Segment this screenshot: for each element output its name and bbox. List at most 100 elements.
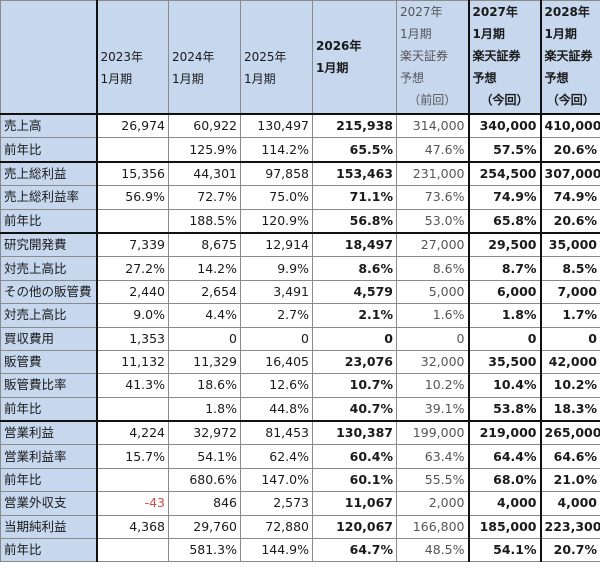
cell: 0 <box>467 326 541 351</box>
cell: 40.7% <box>312 396 397 422</box>
cell: 8.6% <box>396 256 469 281</box>
cell: 20.7% <box>539 538 600 563</box>
cell: 12.6% <box>240 373 313 398</box>
table-row-operating-income: 営業利益 4,224 32,972 81,453 130,387 199,000… <box>0 420 600 446</box>
cell: 55.5% <box>396 467 469 493</box>
cell: 199,000 <box>396 420 469 446</box>
table-row-sga: 販管費 11,132 11,329 16,405 23,076 32,000 3… <box>0 349 600 375</box>
cell: 42,000 <box>539 349 600 375</box>
cell: 114.2% <box>240 137 313 163</box>
cell: 10.4% <box>467 373 541 398</box>
cell: 75.0% <box>240 185 313 210</box>
cell: 1,353 <box>95 326 169 351</box>
cell: 29,760 <box>168 514 241 540</box>
table-row-net-income-yoy: 前年比 581.3% 144.9% 64.7% 48.5% 54.1% 20.7… <box>0 538 600 563</box>
cell: 64.6% <box>539 444 600 469</box>
cell: 1.8% <box>168 396 241 422</box>
cell: 27.2% <box>95 256 169 281</box>
cell: 12,914 <box>240 231 313 258</box>
cell: 11,329 <box>168 349 241 375</box>
row-label: 前年比 <box>0 396 97 422</box>
table-row-sga-yoy: 前年比 1.8% 44.8% 40.7% 39.1% 53.8% 18.3% <box>0 396 600 422</box>
cell: 2.1% <box>312 303 397 328</box>
cell: 73.6% <box>396 185 469 210</box>
cell: 32,972 <box>168 420 241 446</box>
table-row-operating-margin: 営業利益率 15.7% 54.1% 62.4% 60.4% 63.4% 64.4… <box>0 444 600 469</box>
header-corner <box>0 0 97 115</box>
cell: 14.2% <box>168 256 241 281</box>
cell: 10.2% <box>396 373 469 398</box>
cell: 26,974 <box>95 113 169 139</box>
cell: 35,500 <box>467 349 541 375</box>
cell: 27,000 <box>396 231 469 258</box>
cell: 18.6% <box>168 373 241 398</box>
cell: 72.7% <box>168 185 241 210</box>
cell: 130,387 <box>312 420 397 446</box>
cell: 47.6% <box>396 137 469 163</box>
cell: 153,463 <box>312 160 397 187</box>
row-label: 前年比 <box>0 538 97 563</box>
cell: 4,000 <box>467 491 541 516</box>
cell: 41.3% <box>95 373 169 398</box>
cell: 581.3% <box>168 538 241 563</box>
cell <box>95 538 169 563</box>
row-label: 研究開発費 <box>0 231 97 258</box>
cell: 2,654 <box>168 279 241 305</box>
cell: 57.5% <box>467 137 541 163</box>
cell: 265,000 <box>539 420 600 446</box>
cell: 144.9% <box>240 538 313 563</box>
cell: 314,000 <box>396 113 469 139</box>
cell: 10.7% <box>312 373 397 398</box>
cell: 6,000 <box>467 279 541 305</box>
cell: 0 <box>539 326 600 351</box>
cell: 72,880 <box>240 514 313 540</box>
table-row-gross-profit-yoy: 前年比 188.5% 120.9% 56.8% 53.0% 65.8% 20.6… <box>0 208 600 234</box>
cell: 16,405 <box>240 349 313 375</box>
cell: 18,497 <box>312 231 397 258</box>
cell: 74.9% <box>539 185 600 210</box>
cell: 54.1% <box>467 538 541 563</box>
cell: 8.6% <box>312 256 397 281</box>
cell: 53.8% <box>467 396 541 422</box>
table-row-gross-profit: 売上総利益 15,356 44,301 97,858 153,463 231,0… <box>0 160 600 187</box>
cell: 0 <box>396 326 469 351</box>
cell: 1.8% <box>467 303 541 328</box>
row-label: その他の販管費 <box>0 279 97 305</box>
cell: 219,000 <box>467 420 541 446</box>
cell: 2,573 <box>240 491 313 516</box>
cell: 1.6% <box>396 303 469 328</box>
cell: 74.9% <box>467 185 541 210</box>
cell: 4,368 <box>95 514 169 540</box>
cell: 8.5% <box>539 256 600 281</box>
cell: 10.2% <box>539 373 600 398</box>
table-row-non-operating-balance: 営業外収支 -43 846 2,573 11,067 2,000 4,000 4… <box>0 491 600 516</box>
cell: 71.1% <box>312 185 397 210</box>
table-row-operating-income-yoy: 前年比 680.6% 147.0% 60.1% 55.5% 68.0% 21.0… <box>0 467 600 493</box>
cell <box>95 208 169 234</box>
cell: 56.9% <box>95 185 169 210</box>
row-label: 営業外収支 <box>0 491 97 516</box>
cell: 15,356 <box>95 160 169 187</box>
cell: 20.6% <box>539 137 600 163</box>
cell: 60.1% <box>312 467 397 493</box>
table-row-sga-ratio: 販管費比率 41.3% 18.6% 12.6% 10.7% 10.2% 10.4… <box>0 373 600 398</box>
row-label: 買収費用 <box>0 326 97 351</box>
cell: 185,000 <box>467 514 541 540</box>
cell: 65.5% <box>312 137 397 163</box>
row-label: 販管費比率 <box>0 373 97 398</box>
cell: 147.0% <box>240 467 313 493</box>
row-label: 売上総利益率 <box>0 185 97 210</box>
cell: 4.4% <box>168 303 241 328</box>
table-row-revenue-yoy: 前年比 125.9% 114.2% 65.5% 47.6% 57.5% 20.6… <box>0 137 600 163</box>
cell: 68.0% <box>467 467 541 493</box>
cell: 65.8% <box>467 208 541 234</box>
row-label: 前年比 <box>0 137 97 163</box>
table-row-other-sga-ratio: 対売上高比 9.0% 4.4% 2.7% 2.1% 1.6% 1.8% 1.7% <box>0 303 600 328</box>
negative-cell: -43 <box>95 491 169 516</box>
cell: 0 <box>240 326 313 351</box>
table-row-gross-margin: 売上総利益率 56.9% 72.7% 75.0% 71.1% 73.6% 74.… <box>0 185 600 210</box>
cell: 1.7% <box>539 303 600 328</box>
cell: 54.1% <box>168 444 241 469</box>
table-row-net-income: 当期純利益 4,368 29,760 72,880 120,067 166,80… <box>0 514 600 540</box>
cell: 4,224 <box>95 420 169 446</box>
